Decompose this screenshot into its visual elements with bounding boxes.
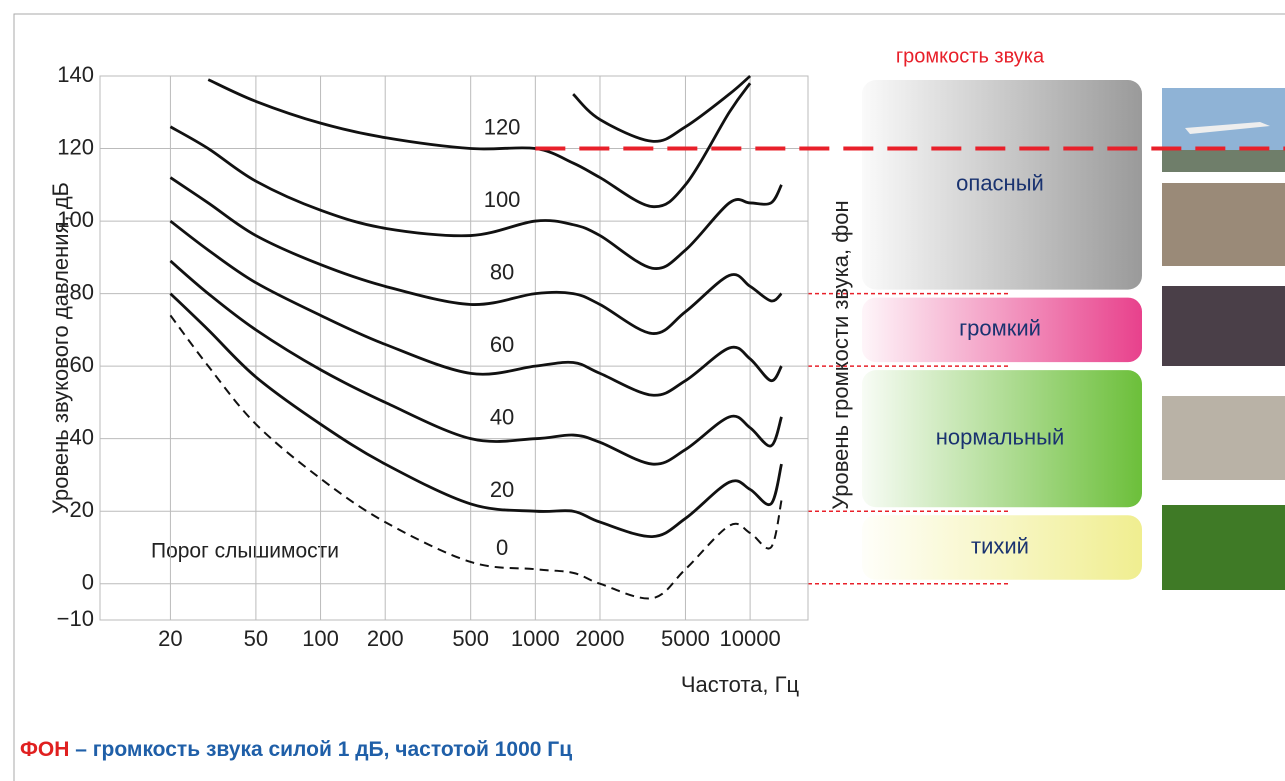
x-tick-label: 5000: [661, 626, 710, 651]
curve-label: 40: [490, 404, 514, 429]
curve-label: 0: [496, 535, 508, 560]
x-tick-label: 1000: [511, 626, 560, 651]
photo-guitar: [1162, 286, 1285, 366]
section-title: громкость звука: [896, 45, 1045, 67]
curve-label: 100: [484, 187, 521, 212]
footer: ФОН – громкость звука силой 1 дБ, частот…: [20, 738, 572, 761]
y-tick-label: 40: [70, 424, 94, 449]
curve: [572, 74, 752, 143]
photo-office: [1162, 396, 1285, 480]
x-tick-label: 200: [367, 626, 404, 651]
frame: [13, 13, 1285, 781]
curve: [169, 176, 783, 335]
y-tick-label: −10: [57, 606, 94, 631]
curve: [169, 219, 783, 397]
photos: [1162, 88, 1285, 590]
level-band: [862, 80, 1142, 290]
x-tick-label: 50: [244, 626, 268, 651]
curve-label: 60: [490, 332, 514, 357]
x-tick-label: 500: [452, 626, 489, 651]
curve: [169, 292, 783, 538]
y-tick-label: 140: [57, 62, 94, 87]
level-label: тихий: [971, 533, 1029, 558]
curve-label: 20: [490, 477, 514, 502]
y-tick-label: 120: [57, 134, 94, 159]
curve: [169, 314, 783, 600]
curve-label: 80: [490, 259, 514, 284]
y-axis-label: Уровень звукового давления, дБ: [48, 182, 73, 514]
x-axis-label: Частота, Гц: [681, 672, 800, 697]
level-band: [862, 370, 1142, 508]
y-tick-label: 80: [70, 279, 94, 304]
photo-plane-ground: [1162, 150, 1285, 172]
level-label: нормальный: [936, 424, 1065, 449]
photo-drill: [1162, 183, 1285, 266]
plane: [1185, 122, 1270, 134]
curve: [207, 78, 752, 209]
plot-frame: [99, 75, 809, 621]
x-tick-label: 100: [302, 626, 339, 651]
curve: [169, 125, 783, 270]
x-tick-label: 20: [158, 626, 182, 651]
curve: [169, 259, 783, 466]
footer-term: ФОН: [20, 738, 69, 761]
level-label: опасный: [956, 171, 1044, 196]
y-tick-label: 60: [70, 352, 94, 377]
level-band: [862, 297, 1142, 363]
x-tick-label: 10000: [720, 626, 781, 651]
y-tick-label: 20: [70, 497, 94, 522]
x-tick-label: 2000: [576, 626, 625, 651]
level-label: громкий: [959, 316, 1041, 341]
photo-leaves: [1162, 505, 1285, 590]
annotation: Порог слышимости: [151, 540, 339, 563]
y-tick-label: 0: [82, 570, 94, 595]
level-band: [862, 515, 1142, 580]
y-tick-label: 100: [57, 207, 94, 232]
curve-label: 120: [484, 114, 521, 139]
footer-definition: – громкость звука силой 1 дБ, частотой 1…: [69, 738, 572, 761]
right-axis-label: Уровень громкости звука, фон: [828, 200, 853, 509]
